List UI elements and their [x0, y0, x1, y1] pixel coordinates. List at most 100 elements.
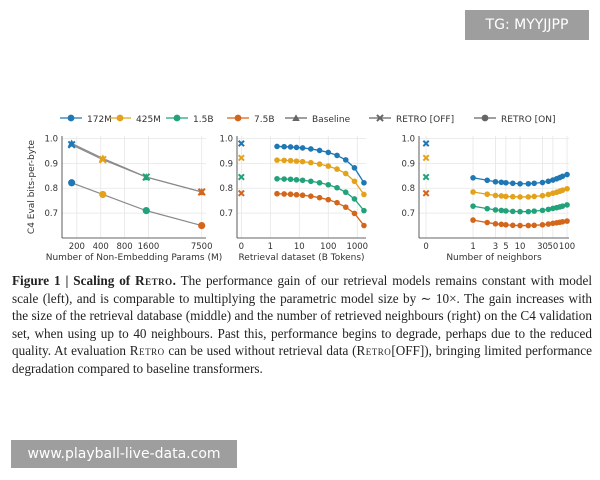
- legend-marker: [292, 114, 300, 121]
- data-point: [539, 207, 546, 214]
- y-tick-label: 0.8: [44, 184, 58, 194]
- data-point: [334, 152, 340, 159]
- data-point: [484, 205, 491, 212]
- legend-marker: [481, 114, 489, 122]
- data-point: [293, 191, 300, 198]
- watermark-bottom: www.playball-live-data.com: [11, 440, 237, 468]
- y-axis-label: C4 Eval bits-per-byte: [27, 139, 37, 234]
- y-tick-label: 1.0: [219, 134, 233, 144]
- data-point: [564, 171, 570, 178]
- data-point: [325, 163, 332, 169]
- y-tick-label: 0.9: [219, 159, 233, 169]
- data-point: [509, 193, 516, 200]
- data-point: [351, 165, 358, 171]
- figure: 172M 425M 1.5B 7.5B Baseline RETRO [OFF] RETRO…: [27, 114, 575, 263]
- caption-retro-2: Retro: [356, 343, 392, 358]
- data-point: [342, 204, 349, 210]
- data-point: [287, 144, 294, 150]
- data-point: [531, 208, 538, 214]
- x-tick-label: 30: [537, 242, 548, 252]
- retro-off-point: [237, 154, 245, 162]
- data-point: [525, 222, 532, 229]
- data-point: [509, 180, 516, 187]
- y-tick-label: 0.8: [401, 184, 415, 194]
- data-point: [299, 192, 306, 199]
- caption-text-2: can be used without retrieval data (: [164, 343, 357, 358]
- data-point: [281, 176, 287, 182]
- x-tick-label: 10: [515, 242, 526, 252]
- x-tick-label: 800: [116, 242, 132, 252]
- data-point: [316, 179, 323, 186]
- data-point: [99, 190, 107, 199]
- data-point: [198, 221, 206, 230]
- x-tick-label: 10: [294, 242, 305, 252]
- data-point: [342, 157, 349, 163]
- data-point: [492, 192, 499, 199]
- data-point: [316, 194, 323, 201]
- data-point: [308, 193, 314, 200]
- legend-label: 1.5B: [193, 115, 214, 125]
- data-point: [361, 179, 367, 186]
- data-point: [293, 176, 300, 183]
- data-point: [361, 207, 367, 214]
- legend-marker: [173, 114, 181, 122]
- data-point: [293, 158, 300, 164]
- x-tick-label: 1600: [138, 242, 160, 252]
- series-line: [71, 142, 202, 193]
- data-point: [525, 194, 532, 200]
- data-point: [531, 222, 538, 229]
- x-tick-label: 1: [470, 242, 475, 252]
- legend-label: 425M: [136, 115, 161, 125]
- caption-figure-label: Figure 1 |: [12, 273, 74, 288]
- retro-off-point: [237, 173, 245, 181]
- legend-label: 172M: [87, 115, 112, 125]
- data-point: [361, 222, 367, 229]
- data-point: [299, 145, 306, 151]
- data-point: [498, 207, 505, 214]
- data-point: [492, 207, 499, 213]
- data-point: [470, 174, 476, 181]
- data-point: [525, 180, 532, 187]
- retro-off-point: [237, 189, 245, 197]
- data-point: [274, 190, 280, 197]
- x-tick-label: 0: [423, 242, 428, 252]
- data-point: [545, 191, 552, 198]
- data-point: [281, 143, 287, 150]
- data-point: [503, 179, 509, 186]
- legend-marker: [234, 114, 242, 122]
- chart-panel-right: 0.7 0.8 0.9 1.0 0 1 3 5 10 30 50 100 Number of neigh…: [401, 134, 575, 263]
- retro-off-point: [237, 140, 245, 147]
- data-point: [351, 196, 358, 202]
- data-point: [503, 208, 509, 214]
- data-point: [281, 191, 287, 197]
- data-point: [545, 178, 552, 185]
- data-point: [351, 210, 358, 217]
- data-point: [308, 178, 314, 185]
- data-point: [281, 157, 287, 164]
- data-point: [498, 193, 505, 199]
- watermark-top: TG: MYYJJPP: [465, 10, 589, 40]
- data-point: [470, 217, 476, 223]
- data-point: [509, 208, 516, 215]
- data-point: [316, 161, 323, 167]
- data-point: [316, 147, 323, 154]
- caption-text-3: [OFF]), bringing limited performance deg…: [12, 343, 592, 376]
- data-point: [299, 177, 306, 184]
- data-point: [517, 222, 523, 229]
- data-point: [325, 196, 332, 203]
- data-point: [539, 179, 546, 186]
- data-point: [361, 191, 367, 198]
- data-point: [539, 192, 546, 199]
- data-point: [98, 154, 107, 162]
- x-tick-label: 400: [93, 242, 109, 252]
- data-point: [517, 180, 523, 187]
- figure-caption: Figure 1 | Scaling of Retro. The perform…: [12, 272, 592, 377]
- data-point: [293, 144, 300, 151]
- y-tick-label: 0.7: [219, 209, 233, 219]
- legend-label: RETRO [ON]: [501, 115, 555, 125]
- data-point: [525, 208, 532, 215]
- data-point: [503, 193, 509, 200]
- data-point: [564, 218, 570, 224]
- data-point: [559, 203, 566, 209]
- x-axis-label: Retrieval dataset (B Tokens): [238, 253, 364, 263]
